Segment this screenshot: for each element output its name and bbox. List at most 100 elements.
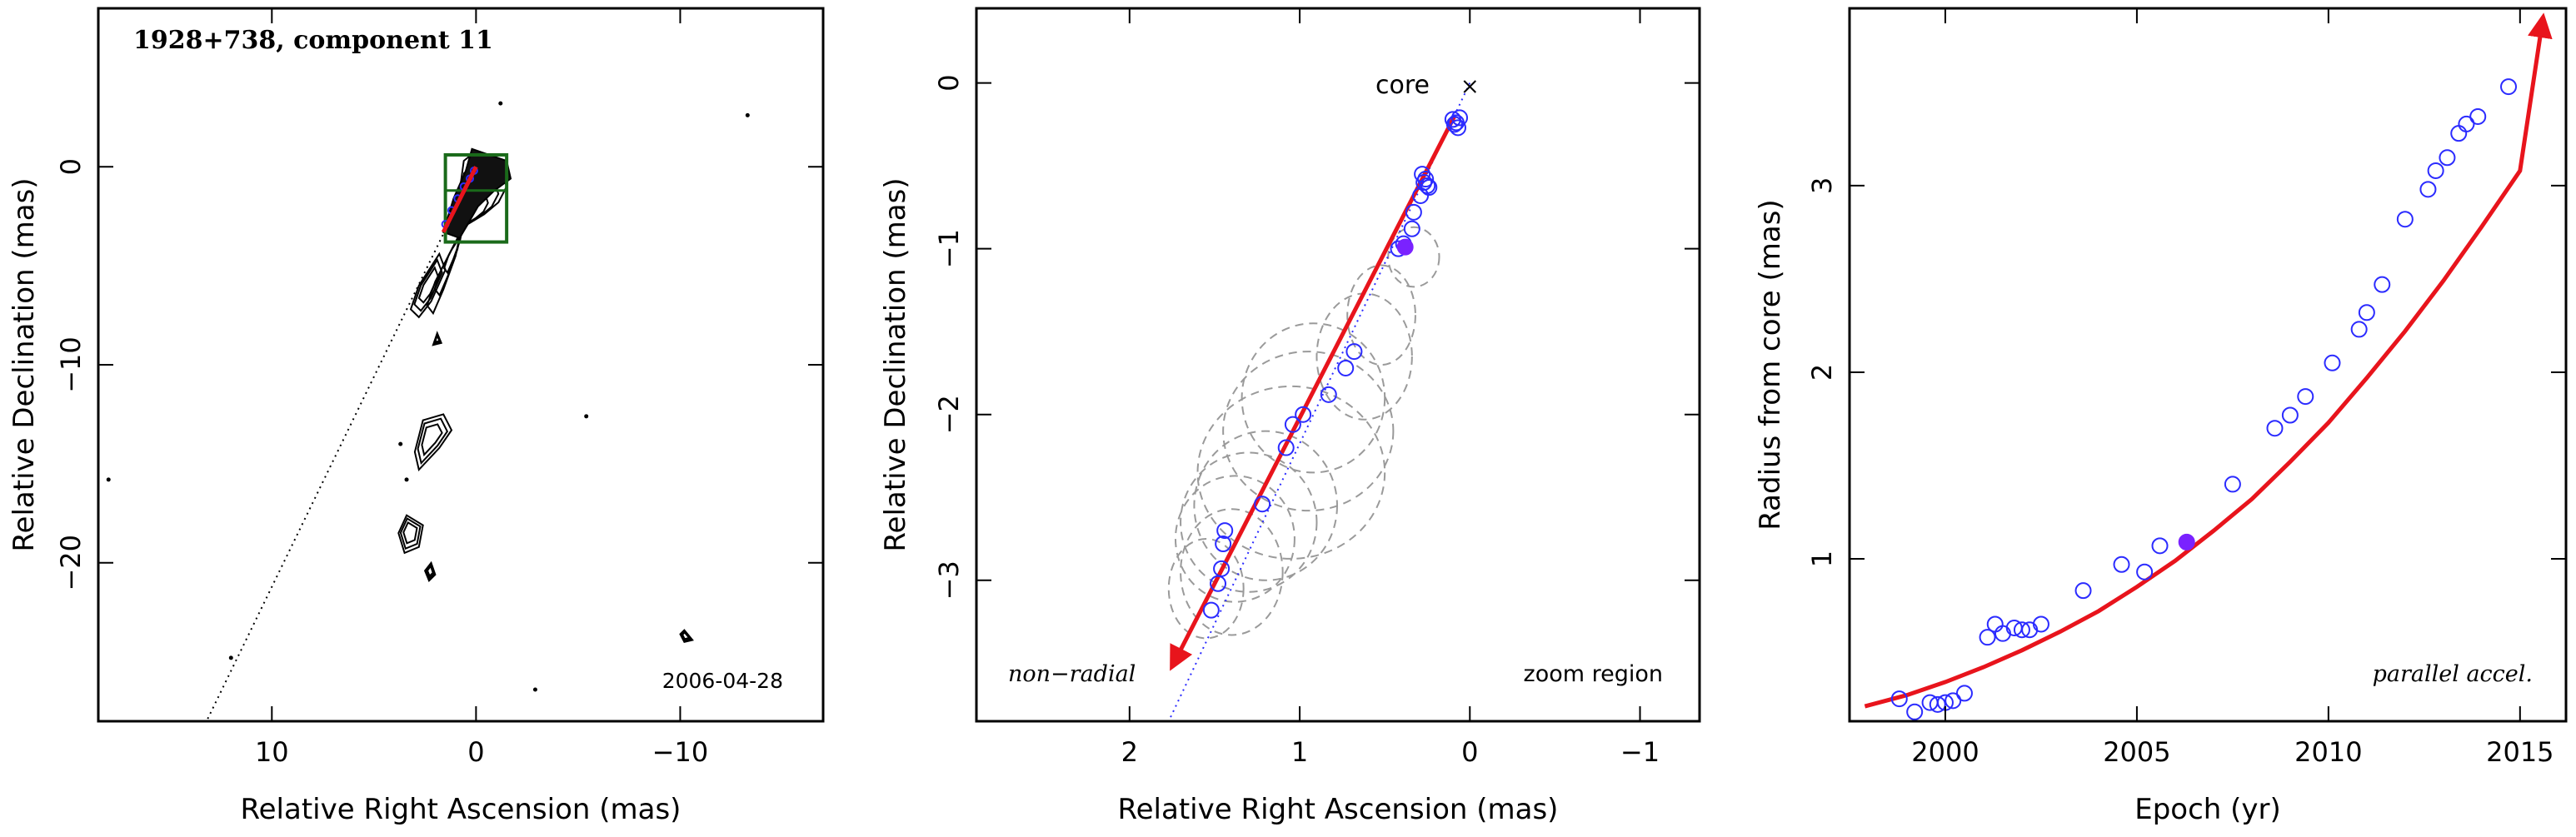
p2-xtick-label: 0 — [1461, 736, 1478, 768]
p3-marker — [2013, 621, 2030, 639]
p2-marker — [1403, 220, 1420, 237]
p3-ticks: 2000 2005 2010 2015 1 2 3 — [1806, 8, 2566, 768]
p2-filled-marker — [1396, 238, 1414, 256]
p3-marker — [2358, 304, 2375, 321]
p1-contour — [423, 560, 437, 582]
p3-marker — [2151, 537, 2169, 555]
p1-ytick-label: 0 — [55, 158, 87, 175]
p2-marker — [1412, 187, 1430, 204]
p3-marker — [2396, 211, 2414, 228]
p1-ylabel: Relative Declination (mas) — [7, 177, 41, 551]
p2-marker — [1320, 386, 1337, 403]
p2-marker — [1451, 109, 1469, 127]
p2-ellipse — [1180, 508, 1284, 636]
p2-core-cross — [1463, 80, 1476, 93]
p3-content — [1864, 12, 2553, 720]
p3-marker — [1929, 695, 1946, 713]
p3-marker — [2427, 162, 2444, 179]
p3-marker — [2113, 556, 2130, 573]
p3-xtick-label: 2000 — [1911, 736, 1979, 768]
p2-core-label: core — [1375, 71, 1430, 100]
p1-red-track — [441, 166, 478, 233]
p2-marker — [1295, 406, 1312, 423]
p3-marker — [1986, 615, 2004, 633]
p1-ytick-label: −20 — [55, 535, 87, 591]
p1-date-label: 2006-04-28 — [662, 669, 783, 693]
p2-marker — [1414, 166, 1431, 183]
p3-marker — [2458, 115, 2475, 132]
p1-contour — [421, 423, 443, 457]
p1-contour — [402, 521, 418, 545]
p2-ellipse — [1193, 430, 1338, 581]
p3-marker — [2281, 406, 2299, 424]
p1-speck — [404, 477, 409, 482]
p2-ellipse — [1167, 538, 1245, 640]
p2-xlabel: Relative Right Ascension (mas) — [1118, 793, 1559, 826]
p1-zoom-box — [443, 152, 509, 244]
p2-marker — [1210, 575, 1227, 592]
p1-content — [106, 101, 750, 722]
p1-speck — [228, 655, 233, 660]
p3-marker — [2439, 149, 2456, 167]
p2-xtick-label: 1 — [1291, 736, 1308, 768]
p2-ellipse — [1222, 351, 1395, 512]
p3-marker — [2297, 388, 2314, 406]
p1-contour — [679, 629, 694, 644]
p2-marker — [1215, 535, 1232, 552]
p1-speck — [584, 414, 589, 419]
p2-ytick-label: −3 — [933, 560, 965, 600]
p1-contour — [432, 331, 443, 346]
p2-marker — [1444, 111, 1461, 128]
p1-speck — [398, 441, 403, 446]
p3-ytick-label: 1 — [1806, 551, 1838, 567]
p3-marker — [2266, 420, 2284, 437]
p2-xtick-label: 2 — [1121, 736, 1138, 768]
p2-ellipse — [1241, 322, 1386, 474]
p1-xtick-label: −10 — [652, 736, 709, 768]
p3-marker — [2032, 615, 2049, 633]
panel-zoom-region: 2 1 0 −1 0 −1 −2 −3 core non−radial zoom region… — [879, 7, 1701, 826]
p2-marker — [1337, 359, 1355, 376]
p3-xtick-label: 2005 — [2103, 736, 2170, 768]
p1-ticks: 10 0 −10 0 −10 −20 — [55, 8, 823, 768]
p2-marker — [1216, 522, 1234, 540]
p1-contour — [417, 417, 449, 466]
p2-zoom-label: zoom region — [1524, 661, 1663, 687]
p3-xtick-label: 2015 — [2486, 736, 2554, 768]
p3-marker — [2350, 321, 2368, 338]
p1-contour — [397, 514, 424, 555]
p3-xlabel: Epoch (yr) — [2134, 793, 2281, 826]
p2-marker — [1284, 416, 1301, 433]
p2-nonradial-label: non−radial — [1008, 661, 1136, 687]
p3-marker — [1944, 692, 1962, 710]
p1-speck — [532, 687, 537, 692]
p3-marker — [2450, 125, 2468, 142]
p3-marker — [1906, 703, 1924, 720]
p3-marker — [2419, 181, 2437, 198]
p1-xtick-label: 0 — [467, 736, 484, 768]
p3-marker — [1979, 629, 1996, 646]
p2-content — [1167, 80, 1476, 722]
p3-marker — [2324, 354, 2341, 371]
p3-marker — [2469, 107, 2487, 125]
p1-xlabel: Relative Right Ascension (mas) — [241, 793, 681, 826]
p1-core-blob — [442, 147, 512, 240]
p3-annotation: parallel accel. — [2373, 661, 2533, 687]
p3-ytick-label: 3 — [1806, 177, 1838, 194]
p2-marker — [1447, 114, 1465, 132]
p3-marker — [2136, 563, 2154, 580]
p1-trajectory-line — [205, 166, 477, 722]
p1-contour — [413, 258, 443, 312]
p2-ellipse — [1174, 475, 1295, 603]
p1-contour — [413, 413, 453, 472]
p1-frame — [97, 7, 825, 723]
p2-marker — [1254, 496, 1271, 513]
p2-marker — [1345, 343, 1363, 361]
p1-speck — [106, 477, 111, 482]
p2-ylabel: Relative Declination (mas) — [879, 177, 912, 551]
p3-xtick-label: 2010 — [2294, 736, 2362, 768]
p2-marker — [1417, 171, 1435, 188]
p2-ytick-label: −2 — [933, 395, 965, 434]
p1-xtick-label: 10 — [255, 736, 289, 768]
